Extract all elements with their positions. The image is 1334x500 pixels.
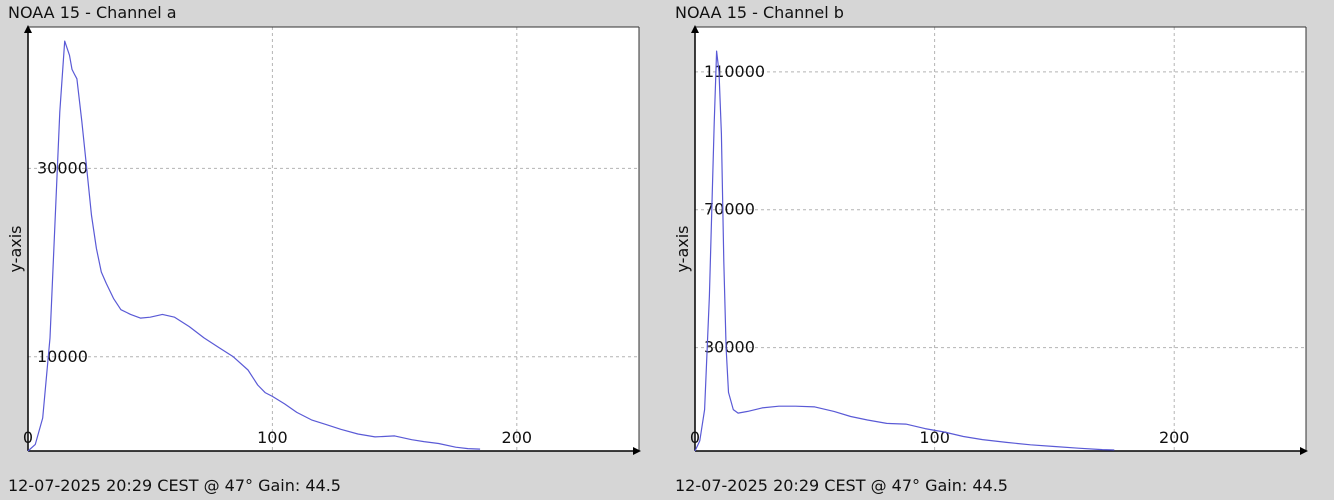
- y-tick-label: 110000: [704, 62, 765, 81]
- x-tick-label: 0: [23, 428, 33, 447]
- plot-area: [28, 27, 639, 451]
- chart-title: NOAA 15 - Channel a: [8, 3, 177, 22]
- x-axis-arrow: [1300, 447, 1308, 455]
- plot-area: [695, 27, 1306, 451]
- capture-info: 12-07-2025 20:29 CEST @ 47° Gain: 44.5: [8, 476, 341, 495]
- y-tick-label: 70000: [704, 200, 755, 219]
- y-axis-arrow: [691, 25, 699, 33]
- panel-channel-a: NOAA 15 - Channel a 0 100 200 10000 30000 y-a…: [6, 3, 641, 495]
- x-tick-label: 100: [919, 428, 950, 447]
- y-axis-arrow: [24, 25, 32, 33]
- series-line: [694, 50, 1115, 452]
- y-tick-label: 30000: [704, 338, 755, 357]
- x-axis-arrow: [633, 447, 641, 455]
- x-tick-label: 100: [257, 428, 288, 447]
- y-tick-label: 30000: [37, 158, 88, 177]
- x-tick-label: 0: [690, 428, 700, 447]
- chart-title: NOAA 15 - Channel b: [675, 3, 844, 22]
- y-tick-label: 10000: [37, 347, 88, 366]
- x-tick-label: 200: [1159, 428, 1190, 447]
- chart-plot-b: 0 100 200 30000 70000 110000 y-axis: [673, 25, 1308, 455]
- panel-channel-b: NOAA 15 - Channel b 0 100 200 30000 70000 110…: [667, 0, 1334, 500]
- chart-plot-a: 0 100 200 10000 30000 y-axis: [6, 25, 641, 455]
- y-axis-label: y-axis: [6, 225, 25, 272]
- x-tick-label: 200: [502, 428, 533, 447]
- series-line: [27, 40, 481, 452]
- capture-info: 12-07-2025 20:29 CEST @ 47° Gain: 44.5: [675, 476, 1008, 495]
- y-axis-label: y-axis: [673, 225, 692, 272]
